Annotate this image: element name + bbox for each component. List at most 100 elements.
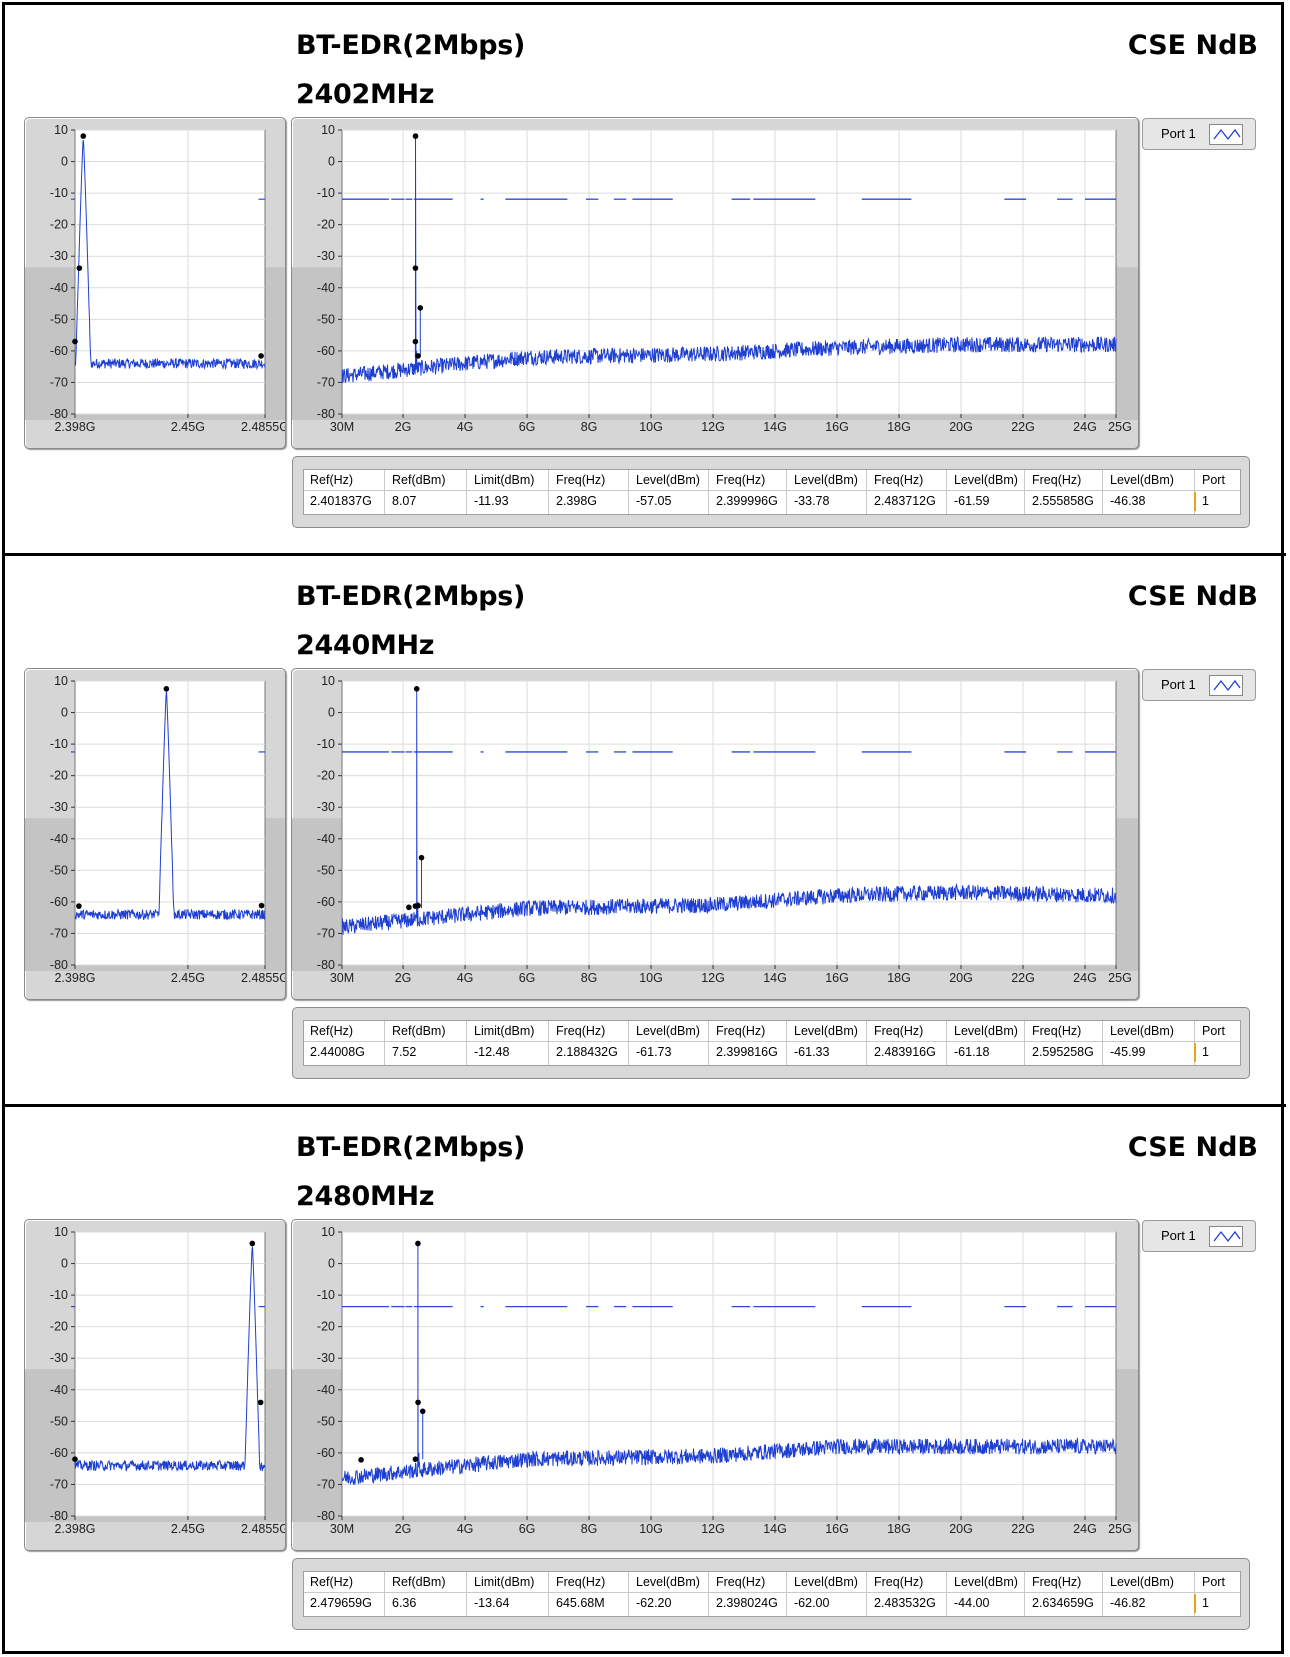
full-span-plot-panel: 10 0 -10 -20 -30 -40 -50 -60 -70 -80 30M 2G 4G 6G 8G 10… [291,117,1139,449]
y-tick-label: -50 [317,312,335,326]
y-tick-label: -20 [50,1320,68,1334]
y-tick-label: 0 [61,155,68,169]
x-tick-label: 2.45G [171,1522,205,1536]
y-tick-label: -20 [50,218,68,232]
x-tick-label: 6G [519,971,536,985]
table-header: Ref(Hz) [310,473,354,487]
table-cell: 8.07 [392,494,417,508]
y-tick-label: -50 [317,1414,335,1428]
x-tick-label: 20G [949,971,973,985]
legend-label: Port 1 [1161,1228,1196,1243]
table-cell: 7.52 [392,1045,417,1059]
y-tick-label: 10 [54,1225,68,1239]
marker-point [415,1240,421,1247]
channel-frequency: 2440MHz [296,630,435,661]
x-tick-label: 12G [701,971,725,985]
plot-legend[interactable]: Port 1 [1142,669,1256,701]
y-tick-label: -40 [317,1383,335,1397]
table-header: Port [1202,473,1225,487]
y-tick-label: -30 [317,800,335,814]
x-tick-label: 4G [457,971,474,985]
x-tick-label: 2.4855G [241,971,285,985]
y-tick-label: -40 [50,832,68,846]
marker-point [358,1457,364,1463]
x-tick-label: 25G [1108,420,1132,434]
marker-point [163,686,170,692]
y-tick-label: 10 [54,674,68,688]
spectrum-trace [341,688,1117,935]
y-tick-label: -20 [317,218,335,232]
x-tick-label: 8G [581,1522,598,1536]
marker-table: Ref(Hz) 2.44008G Ref(dBm) 7.52 Limit(dBm) -12… [292,1007,1250,1079]
table-cell: -61.59 [954,494,990,508]
plot-area [341,680,1117,966]
table-cell: -33.78 [794,494,830,508]
y-tick-label: -30 [50,1351,68,1365]
plot-legend[interactable]: Port 1 [1142,118,1256,150]
plot-area [74,680,266,966]
x-tick-label: 6G [519,1522,536,1536]
x-tick-label: 2G [395,1522,412,1536]
table-cell: 2.398G [556,494,598,508]
marker-point [415,902,421,909]
table-header: Limit(dBm) [474,473,535,487]
table-cell: -46.38 [1110,494,1146,508]
x-tick-label: 30M [330,420,354,434]
table-cell: 2.399816G [716,1045,778,1059]
table-header: Ref(dBm) [392,473,446,487]
table-header: Ref(dBm) [392,1024,446,1038]
marker-point [417,305,424,311]
x-tick-label: 12G [701,1522,725,1536]
marker-point [413,686,420,692]
plot-area [74,129,266,415]
y-tick-label: 10 [54,123,68,137]
x-tick-label: 10G [639,420,663,434]
table-header: Level(dBm) [794,1575,858,1589]
table-header: Freq(Hz) [1032,1024,1082,1038]
legend-label: Port 1 [1161,126,1196,141]
x-tick-label: 25G [1108,971,1132,985]
y-tick-label: -70 [317,926,335,940]
x-tick-label: 10G [639,1522,663,1536]
table-header: Level(dBm) [636,473,700,487]
x-tick-label: 14G [763,1522,787,1536]
zoom-spectrum-chart: 10 0 -10 -20 -30 -40 -50 -60 -70 -802.398G 2.45G 2.… [25,1225,289,1536]
table-header: Freq(Hz) [716,1024,766,1038]
zoom-plot-panel: 10 0 -10 -20 -30 -40 -50 -60 -70 -80 2.398G 2.45G 2.… [24,1219,289,1551]
spectrum-trace [341,1243,1117,1486]
y-tick-label: 0 [328,706,335,720]
x-tick-label: 6G [519,420,536,434]
zoom-plot-panel: 10 0 -10 -20 -30 -40 -50 -60 -70 -80 2.398G 2.45G 2.… [24,117,289,449]
table-cell: 2.44008G [310,1045,365,1059]
y-tick-label: -50 [317,863,335,877]
table-cell: 1 [1202,1045,1209,1059]
y-tick-label: 0 [328,1257,335,1271]
table-cell: 2.399996G [716,494,778,508]
table-header: Level(dBm) [954,473,1018,487]
table-cell: -11.93 [474,494,509,508]
y-tick-label: -50 [50,1414,68,1428]
table-cell: -62.00 [794,1596,830,1610]
y-tick-label: -40 [317,832,335,846]
test-mode-title: BT-EDR(2Mbps) [296,30,526,61]
table-header: Level(dBm) [954,1024,1018,1038]
x-tick-label: 20G [949,1522,973,1536]
x-tick-label: 18G [887,1522,911,1536]
table-cell: 2.634659G [1032,1596,1094,1610]
table-cell: 1 [1202,1596,1209,1610]
x-tick-label: 2.45G [171,971,205,985]
y-tick-label: -50 [50,863,68,877]
section-divider [2,1104,1286,1107]
table-cell: -57.05 [636,494,672,508]
y-tick-label: -50 [50,312,68,326]
y-tick-label: -20 [50,769,68,783]
plot-legend[interactable]: Port 1 [1142,1220,1256,1252]
marker-point [418,854,425,861]
x-tick-label: 8G [581,420,598,434]
table-cell: 2.555858G [1032,494,1094,508]
y-tick-label: -70 [317,375,335,389]
y-tick-label: -30 [317,249,335,263]
x-tick-label: 14G [763,971,787,985]
x-tick-label: 8G [581,971,598,985]
